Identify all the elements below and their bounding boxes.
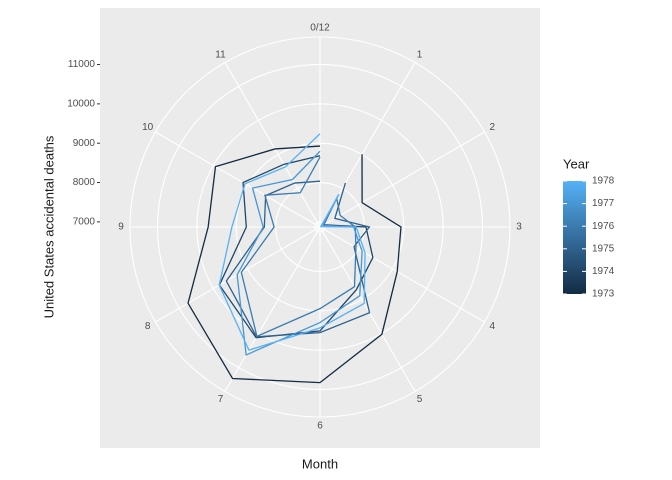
x-tick-label: 0/12 bbox=[310, 23, 330, 34]
y-axis-title: United States accidental deaths bbox=[41, 135, 56, 318]
legend-label: 1977 bbox=[592, 198, 615, 209]
x-tick-label: 2 bbox=[490, 122, 496, 133]
series-line bbox=[187, 145, 402, 384]
x-tick-label: 4 bbox=[490, 321, 496, 332]
legend-label: 1973 bbox=[592, 289, 615, 300]
grid-spoke bbox=[319, 226, 485, 323]
x-axis-title: Month bbox=[302, 456, 338, 471]
grid-spoke bbox=[224, 62, 321, 228]
x-tick-label: 9 bbox=[118, 222, 124, 233]
series-line bbox=[225, 180, 371, 338]
legend-label: 1978 bbox=[592, 176, 615, 187]
x-tick-label: 7 bbox=[218, 394, 224, 405]
grid-spoke bbox=[319, 131, 485, 228]
legend-title: Year bbox=[563, 156, 590, 171]
grid-spoke bbox=[224, 226, 321, 392]
y-tick-label: 10000 bbox=[67, 99, 95, 110]
legend-label: 1975 bbox=[592, 243, 615, 254]
y-tick-label: 7000 bbox=[73, 217, 96, 228]
grid-spoke bbox=[319, 226, 416, 392]
y-tick-label: 9000 bbox=[73, 138, 96, 149]
y-tick-label: 8000 bbox=[73, 177, 96, 188]
x-tick-label: 5 bbox=[417, 394, 423, 405]
x-tick-label: 6 bbox=[317, 421, 323, 432]
x-tick-label: 10 bbox=[142, 122, 154, 133]
grid-spoke bbox=[155, 131, 321, 228]
x-tick-label: 1 bbox=[417, 49, 423, 60]
legend-colorbar bbox=[563, 181, 586, 294]
legend-label: 1976 bbox=[592, 221, 615, 232]
legend-label: 1974 bbox=[592, 266, 615, 277]
series-line bbox=[240, 156, 357, 338]
x-tick-label: 8 bbox=[145, 321, 151, 332]
y-tick-label: 11000 bbox=[68, 59, 96, 70]
x-tick-label: 3 bbox=[516, 222, 522, 233]
x-tick-label: 11 bbox=[215, 49, 226, 60]
series-line bbox=[218, 133, 366, 351]
